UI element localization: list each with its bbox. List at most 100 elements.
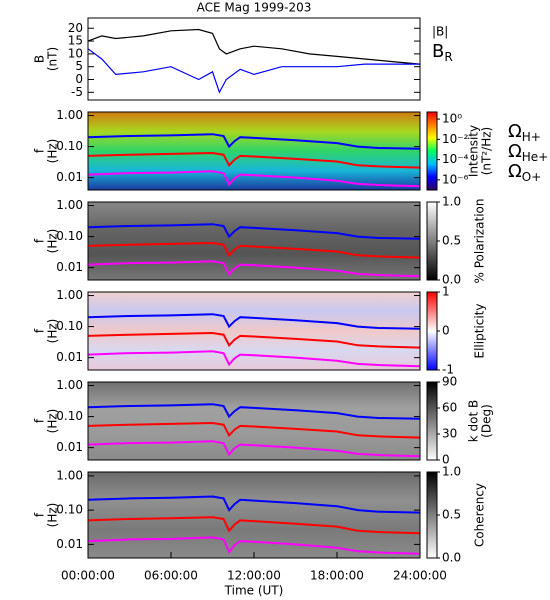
colorbar-tick-label: 1 xyxy=(442,285,450,299)
gyrofrequency-line xyxy=(87,495,421,514)
spectrogram-image xyxy=(88,112,420,190)
colorbar-tick-label: 30 xyxy=(442,427,457,441)
gyrofrequency-line xyxy=(87,260,421,278)
y-tick-label: 0.10 xyxy=(56,139,83,153)
colorbar-label: Ellipticity xyxy=(473,304,487,359)
y-tick-label: 15 xyxy=(68,34,83,48)
colorbar-tick-label: 0 xyxy=(442,453,450,467)
line-series xyxy=(87,48,420,94)
colorbar-tick-label: 60 xyxy=(442,401,457,415)
y-tick-label: 0.01 xyxy=(56,440,83,454)
plot-frame xyxy=(87,17,421,101)
colorbar-tick-label: 10⁻⁶ xyxy=(442,172,469,186)
y-axis-label: f xyxy=(33,148,47,153)
gyrofrequency-line xyxy=(87,223,421,240)
y-tick-label: 0.01 xyxy=(56,350,83,364)
colorbar-tick-label: 0.0 xyxy=(442,273,461,287)
gyrofrequency-line xyxy=(87,170,421,188)
y-axis-label: (Hz) xyxy=(46,319,60,344)
legend-entry: ΩO+ xyxy=(508,161,541,184)
spectrogram-image xyxy=(88,202,420,280)
chart-title: ACE Mag 1999-203 xyxy=(197,1,312,15)
gyrofrequency-line xyxy=(87,421,421,439)
y-tick-label: 0 xyxy=(75,72,83,86)
y-axis-label: (Hz) xyxy=(46,503,60,528)
y-tick-label: 1.00 xyxy=(56,288,83,302)
y-tick-label: 0.10 xyxy=(56,409,83,423)
y-axis-label: (Hz) xyxy=(46,229,60,254)
colorbar-tick-label: -1 xyxy=(442,363,454,377)
colorbar xyxy=(426,201,438,281)
colorbar-tick-label: 90 xyxy=(442,375,457,389)
gyrofrequency-line xyxy=(87,241,421,259)
gyrofrequency-line xyxy=(87,440,421,458)
legend-entry: ΩH+ xyxy=(508,121,541,144)
x-tick-label: 06:00:00 xyxy=(144,569,198,583)
legend-entry: |B| xyxy=(432,25,448,39)
colorbar xyxy=(426,291,438,371)
y-tick-label: 0.01 xyxy=(56,537,83,551)
x-tick-label: 18:00:00 xyxy=(310,569,364,583)
colorbar-tick-label: 1.0 xyxy=(442,195,461,209)
colorbar-tick-label: 0.0 xyxy=(442,551,461,565)
y-axis-label: f xyxy=(33,418,47,423)
colorbar-label: (Deg) xyxy=(480,404,494,438)
colorbar-label: % Polarization xyxy=(473,199,487,284)
line-series xyxy=(87,28,421,65)
gyrofrequency-line xyxy=(87,313,421,330)
spectrogram-image xyxy=(88,292,420,370)
y-tick-label: 1.00 xyxy=(56,468,83,482)
colorbar-tick-label: 0.5 xyxy=(442,234,461,248)
y-axis-label: B xyxy=(33,55,47,63)
colorbar xyxy=(426,471,438,559)
colorbar-label: (nT²/Hz) xyxy=(480,127,494,175)
gyrofrequency-line xyxy=(87,403,421,420)
spectrogram-image xyxy=(88,382,420,460)
y-tick-label: -5 xyxy=(71,85,83,99)
y-axis-label: (nT) xyxy=(46,47,60,71)
y-tick-label: 0.01 xyxy=(56,170,83,184)
y-tick-label: 0.10 xyxy=(56,503,83,517)
y-axis-label: (Hz) xyxy=(46,409,60,434)
colorbar-tick-label: 0 xyxy=(442,324,450,338)
colorbar-label: Intensity xyxy=(467,125,481,177)
y-axis-label: f xyxy=(33,512,47,517)
gyrofrequency-line xyxy=(87,151,421,169)
x-axis-label: Time (UT) xyxy=(224,584,284,598)
x-tick-label: 24:00:00 xyxy=(393,569,447,583)
spectrogram-image xyxy=(88,472,420,558)
legend-entry: BR xyxy=(432,41,453,64)
x-tick-label: 12:00:00 xyxy=(227,569,281,583)
y-axis-label: (Hz) xyxy=(46,139,60,164)
y-tick-label: 20 xyxy=(68,21,83,35)
y-tick-label: 5 xyxy=(75,59,83,73)
gyrofrequency-line xyxy=(87,331,421,349)
y-tick-label: 0.10 xyxy=(56,319,83,333)
y-tick-label: 1.00 xyxy=(56,108,83,122)
y-tick-label: 1.00 xyxy=(56,198,83,212)
gyrofrequency-line xyxy=(87,536,421,555)
colorbar-tick-label: 1.0 xyxy=(442,465,461,479)
colorbar-label: Coherency xyxy=(473,483,487,547)
plot-frame xyxy=(87,201,421,281)
plot-frame xyxy=(87,471,421,559)
legend-entry: ΩHe+ xyxy=(508,141,548,164)
gyrofrequency-line xyxy=(87,350,421,368)
colorbar-tick-label: 10⁻² xyxy=(442,132,469,146)
y-tick-label: 10 xyxy=(68,46,83,60)
colorbar-tick-label: 10⁰ xyxy=(442,112,462,126)
y-axis-label: f xyxy=(33,238,47,243)
plot-frame xyxy=(87,111,421,191)
y-tick-label: 0.01 xyxy=(56,260,83,274)
y-tick-label: 1.00 xyxy=(56,378,83,392)
y-axis-label: f xyxy=(33,328,47,333)
colorbar xyxy=(426,381,438,461)
gyrofrequency-line xyxy=(87,133,421,150)
colorbar xyxy=(426,111,438,191)
colorbar-tick-label: 10⁻⁴ xyxy=(442,152,469,166)
colorbar-label: k dot B xyxy=(467,400,481,442)
gyrofrequency-line xyxy=(87,516,421,535)
plot-frame xyxy=(87,381,421,461)
